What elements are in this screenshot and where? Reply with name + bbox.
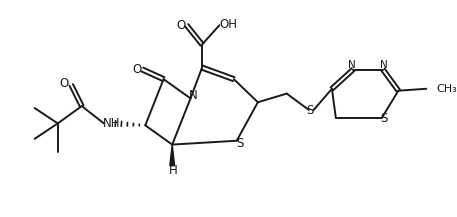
Text: O: O [60, 77, 69, 90]
Text: H: H [169, 164, 178, 177]
Text: N: N [189, 89, 198, 102]
Text: NH: NH [103, 117, 120, 130]
Text: O: O [132, 63, 141, 76]
Text: N: N [348, 60, 356, 70]
Text: OH: OH [219, 18, 237, 31]
Text: N: N [380, 60, 388, 70]
Text: S: S [236, 137, 243, 150]
Text: S: S [380, 112, 388, 125]
Text: CH₃: CH₃ [437, 84, 457, 94]
Polygon shape [170, 145, 175, 166]
Text: S: S [306, 104, 314, 117]
Text: O: O [176, 19, 186, 32]
